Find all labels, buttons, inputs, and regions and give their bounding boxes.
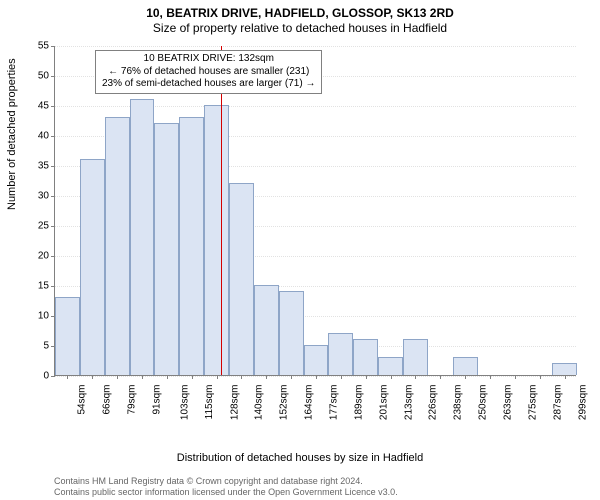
x-axis-label: Distribution of detached houses by size …: [0, 452, 600, 464]
histogram-bar: [304, 345, 329, 375]
xtick-mark: [341, 375, 342, 379]
annotation-line2: ← 76% of detached houses are smaller (23…: [102, 66, 315, 79]
ytick-label: 50: [38, 71, 55, 82]
title-sub: Size of property relative to detached ho…: [0, 21, 600, 35]
ytick-label: 45: [38, 101, 55, 112]
histogram-bar: [279, 291, 304, 375]
xtick-label: 66sqm: [102, 385, 113, 415]
histogram-bar: [453, 357, 478, 375]
xtick-mark: [92, 375, 93, 379]
xtick-label: 189sqm: [353, 385, 364, 421]
xtick-label: 140sqm: [254, 385, 265, 421]
footer-attribution: Contains HM Land Registry data © Crown c…: [0, 476, 600, 498]
xtick-mark: [142, 375, 143, 379]
ytick-label: 30: [38, 191, 55, 202]
histogram-bar: [179, 117, 204, 375]
xtick-label: 213sqm: [403, 385, 414, 421]
xtick-mark: [366, 375, 367, 379]
xtick-mark: [241, 375, 242, 379]
xtick-label: 275sqm: [527, 385, 538, 421]
histogram-bar: [229, 183, 254, 375]
annotation-line1: 10 BEATRIX DRIVE: 132sqm: [102, 53, 315, 66]
ytick-label: 25: [38, 221, 55, 232]
xtick-label: 54sqm: [77, 385, 88, 415]
histogram-bar: [80, 159, 105, 375]
annotation-box: 10 BEATRIX DRIVE: 132sqm← 76% of detache…: [95, 50, 322, 94]
xtick-label: 287sqm: [552, 385, 563, 421]
xtick-mark: [415, 375, 416, 379]
xtick-mark: [490, 375, 491, 379]
xtick-mark: [565, 375, 566, 379]
footer-line1: Contains HM Land Registry data © Crown c…: [54, 476, 600, 487]
ytick-label: 0: [43, 371, 55, 382]
xtick-mark: [291, 375, 292, 379]
histogram-bar: [353, 339, 378, 375]
xtick-mark: [540, 375, 541, 379]
histogram-bar: [130, 99, 155, 375]
ytick-label: 35: [38, 161, 55, 172]
chart-area: 051015202530354045505554sqm66sqm79sqm91s…: [54, 46, 576, 416]
histogram-bar: [254, 285, 279, 375]
xtick-label: 128sqm: [229, 385, 240, 421]
footer-line2: Contains public sector information licen…: [54, 487, 600, 498]
ytick-label: 55: [38, 41, 55, 52]
xtick-label: 164sqm: [303, 385, 314, 421]
xtick-label: 152sqm: [279, 385, 290, 421]
xtick-mark: [465, 375, 466, 379]
grid-line: [55, 46, 576, 47]
xtick-label: 250sqm: [477, 385, 488, 421]
histogram-bar: [403, 339, 428, 375]
histogram-bar: [552, 363, 577, 375]
y-axis-label: Number of detached properties: [6, 58, 18, 210]
xtick-label: 201sqm: [378, 385, 389, 421]
xtick-mark: [217, 375, 218, 379]
xtick-mark: [167, 375, 168, 379]
ytick-label: 5: [43, 341, 55, 352]
xtick-mark: [67, 375, 68, 379]
xtick-label: 263sqm: [502, 385, 513, 421]
xtick-label: 91sqm: [152, 385, 163, 415]
ytick-label: 15: [38, 281, 55, 292]
xtick-label: 79sqm: [127, 385, 138, 415]
xtick-mark: [391, 375, 392, 379]
title-main: 10, BEATRIX DRIVE, HADFIELD, GLOSSOP, SK…: [0, 6, 600, 20]
ytick-label: 40: [38, 131, 55, 142]
xtick-label: 238sqm: [453, 385, 464, 421]
histogram-bar: [105, 117, 130, 375]
xtick-mark: [192, 375, 193, 379]
ytick-label: 10: [38, 311, 55, 322]
histogram-bar: [154, 123, 179, 375]
reference-line: [221, 46, 222, 375]
xtick-mark: [266, 375, 267, 379]
plot-region: 051015202530354045505554sqm66sqm79sqm91s…: [54, 46, 576, 376]
xtick-label: 103sqm: [179, 385, 190, 421]
xtick-mark: [440, 375, 441, 379]
histogram-bar: [204, 105, 229, 375]
chart-titles: 10, BEATRIX DRIVE, HADFIELD, GLOSSOP, SK…: [0, 0, 600, 35]
xtick-label: 226sqm: [428, 385, 439, 421]
histogram-bar: [55, 297, 80, 375]
xtick-label: 177sqm: [328, 385, 339, 421]
annotation-line3: 23% of semi-detached houses are larger (…: [102, 78, 315, 91]
xtick-mark: [117, 375, 118, 379]
xtick-mark: [515, 375, 516, 379]
ytick-label: 20: [38, 251, 55, 262]
histogram-bar: [328, 333, 353, 375]
xtick-mark: [316, 375, 317, 379]
histogram-bar: [378, 357, 403, 375]
xtick-label: 115sqm: [204, 385, 215, 420]
xtick-label: 299sqm: [577, 385, 588, 421]
